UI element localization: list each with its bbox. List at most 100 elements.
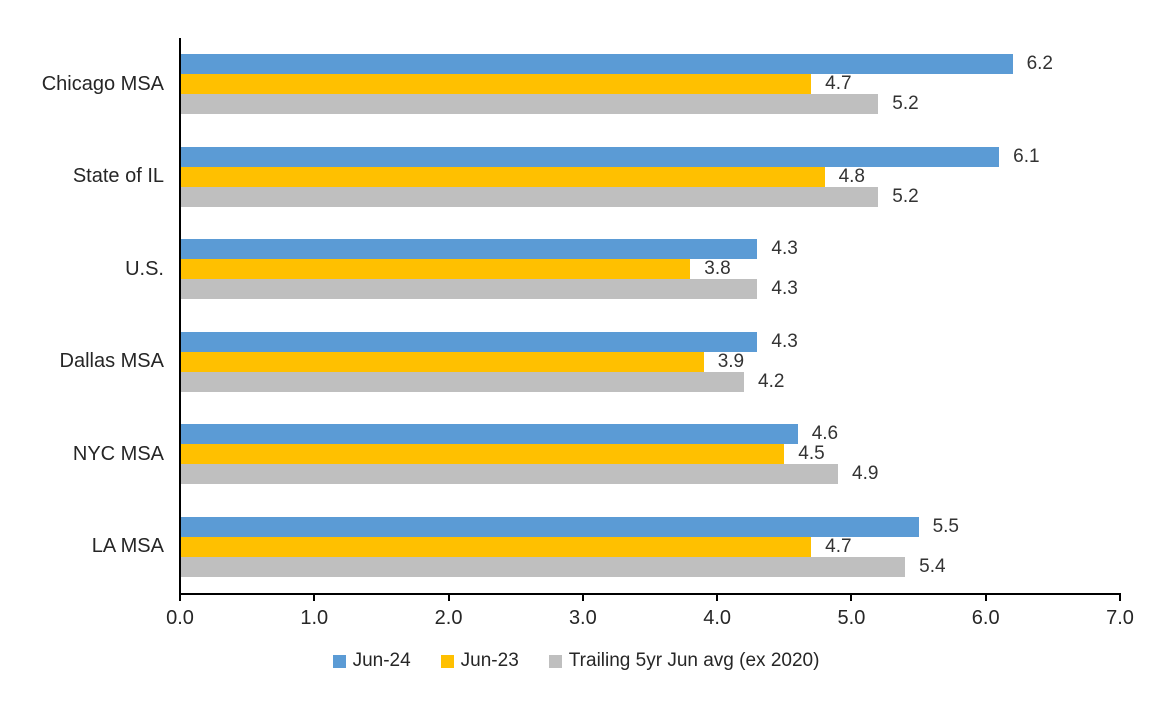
bar-value-label: 4.6 [811, 423, 839, 445]
bar-value-label: 4.5 [798, 443, 825, 465]
bar-row: 5.4 [180, 555, 1120, 577]
bar [180, 351, 704, 372]
legend-item-jun23: Jun-23 [440, 650, 519, 672]
bar [180, 54, 1013, 75]
x-axis-tick-label: 6.0 [971, 607, 1000, 629]
x-axis-tick-label: 5.0 [837, 607, 866, 629]
bar-stack: 4.3 3.9 4.2 [180, 316, 1120, 409]
category-label: Dallas MSA [59, 350, 164, 373]
bar-value-label: 5.2 [892, 185, 919, 207]
bar [180, 74, 812, 95]
x-axis-tick [984, 595, 987, 601]
bar-value-label: 4.3 [771, 238, 798, 260]
category-label: Chicago MSA [41, 72, 164, 95]
bar [180, 556, 906, 577]
bar [180, 444, 785, 465]
bar-row: 3.9 [180, 350, 1120, 372]
x-axis-tick [581, 595, 584, 601]
x-axis-tick-label: 2.0 [434, 607, 463, 629]
bar-row: 6.2 [180, 53, 1120, 75]
x-axis-tick [1119, 595, 1121, 601]
bar [180, 464, 838, 485]
bar-value-label: 4.7 [825, 535, 852, 557]
bar [180, 331, 758, 352]
legend-item-trailing-avg: Trailing 5yr Jun avg (ex 2020) [548, 650, 820, 672]
bar-value-label: 5.5 [932, 515, 959, 537]
bar-group: LA MSA 5.5 4.7 5.4 [0, 501, 1120, 594]
bar-stack: 5.5 4.7 5.4 [180, 501, 1120, 594]
category-label: LA MSA [91, 535, 164, 558]
bar-value-label: 4.3 [771, 278, 798, 300]
bar-value-label: 5.2 [892, 93, 919, 115]
bar-row: 6.1 [180, 145, 1120, 167]
bar [180, 279, 758, 300]
bar-stack: 4.3 3.8 4.3 [180, 223, 1120, 316]
x-axis-tick-label: 3.0 [568, 607, 597, 629]
bar [180, 424, 798, 445]
bar [180, 146, 1000, 167]
legend-swatch-jun24-icon [332, 654, 346, 668]
bar-value-label: 5.4 [919, 555, 946, 577]
bar-row: 5.5 [180, 515, 1120, 537]
x-axis: 0.0 1.0 2.0 3.0 4.0 5.0 6.0 7.0 [166, 595, 1134, 640]
x-axis-tick-label: 0.0 [166, 607, 194, 629]
bar [180, 94, 879, 115]
bar-row: 4.8 [180, 165, 1120, 187]
bar [180, 536, 812, 557]
bar-group: State of IL 6.1 4.8 5.2 [0, 131, 1120, 224]
bar-value-label: 4.2 [758, 370, 785, 392]
bar-row: 4.3 [180, 330, 1120, 352]
bar-row: 4.6 [180, 423, 1120, 445]
x-axis-tick-label: 7.0 [1106, 607, 1134, 629]
bar-stack: 4.6 4.5 4.9 [180, 408, 1120, 501]
bar [180, 371, 744, 392]
legend-swatch-trailing-avg-icon [548, 654, 562, 668]
legend: Jun-24 Jun-23 Trailing 5yr Jun avg (ex 2… [0, 650, 1152, 672]
x-axis-tick [850, 595, 853, 601]
bar-value-label: 4.7 [825, 73, 852, 95]
y-axis-line [179, 38, 181, 595]
bar [180, 516, 919, 537]
x-axis-tick [447, 595, 450, 601]
bar-value-label: 4.3 [771, 330, 798, 352]
bar-row: 3.8 [180, 258, 1120, 280]
bar-row: 4.2 [180, 370, 1120, 392]
bar-value-label: 3.8 [704, 258, 731, 280]
legend-label-jun23: Jun-23 [460, 650, 519, 671]
bar [180, 259, 691, 280]
bar-group: U.S. 4.3 3.8 4.3 [0, 223, 1120, 316]
bar-value-label: 3.9 [717, 350, 745, 372]
bar-row: 4.7 [180, 535, 1120, 557]
category-label: State of IL [72, 165, 164, 188]
bar [180, 186, 879, 207]
legend-label-jun24: Jun-24 [352, 650, 411, 671]
bar-value-label: 4.8 [838, 165, 865, 187]
category-label: NYC MSA [72, 442, 164, 465]
bar-group: NYC MSA 4.6 4.5 4.9 [0, 408, 1120, 501]
bar-stack: 6.1 4.8 5.2 [180, 131, 1120, 224]
x-axis-tick-label: 4.0 [703, 607, 732, 629]
bar-row: 4.5 [180, 443, 1120, 465]
plot-area: Chicago MSA 6.2 4.7 5.2 State of IL 6.1 4.8 5.2… [0, 38, 1120, 593]
x-axis-line [179, 593, 1121, 595]
bar-value-label: 6.1 [1013, 145, 1040, 167]
category-label: U.S. [125, 257, 164, 280]
bar-row: 5.2 [180, 185, 1120, 207]
legend-label-trailing-avg: Trailing 5yr Jun avg (ex 2020) [568, 650, 820, 671]
bar-group: Chicago MSA 6.2 4.7 5.2 [0, 38, 1120, 131]
x-axis-tick-label: 1.0 [300, 607, 329, 629]
bar [180, 239, 758, 260]
bar-row: 4.3 [180, 238, 1120, 260]
bar-value-label: 4.9 [852, 463, 879, 485]
x-axis-tick [179, 595, 181, 601]
bar [180, 166, 825, 187]
bar-row: 4.3 [180, 278, 1120, 300]
legend-item-jun24: Jun-24 [332, 650, 411, 672]
bar-stack: 6.2 4.7 5.2 [180, 38, 1120, 131]
bar-row: 4.7 [180, 73, 1120, 95]
x-axis-tick [716, 595, 719, 601]
bar-value-label: 6.2 [1026, 53, 1053, 75]
legend-swatch-jun23-icon [440, 654, 454, 668]
bar-row: 5.2 [180, 93, 1120, 115]
